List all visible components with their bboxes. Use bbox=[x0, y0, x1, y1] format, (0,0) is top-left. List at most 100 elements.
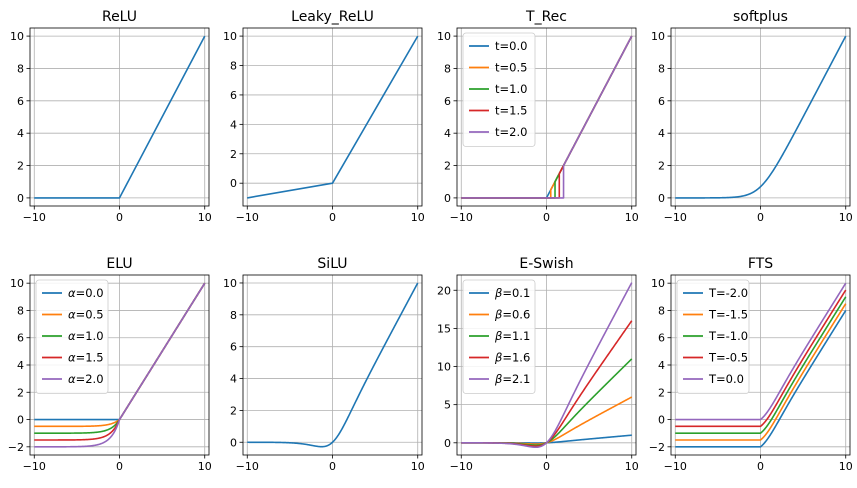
legend-label: β=1.1 bbox=[494, 329, 530, 343]
legend-label: t=2.0 bbox=[495, 125, 527, 139]
legend-label: α=1.0 bbox=[68, 329, 104, 343]
legend-box bbox=[462, 279, 536, 394]
legend-label: T=-2.0 bbox=[708, 286, 748, 300]
y-tick-label: 2 bbox=[658, 160, 665, 173]
x-tick-label: 0 bbox=[116, 211, 123, 224]
legend: β=0.1 β=0.6 β=1.1 β=1.6 β=2.1 bbox=[462, 279, 536, 394]
legend: T=-2.0 T=-1.5 T=-1.0 T=-0.5 T=0.0 bbox=[676, 279, 750, 394]
y-tick-label: 0 bbox=[444, 437, 451, 450]
x-tick-label: 0 bbox=[329, 460, 336, 473]
y-tick-label: 0 bbox=[444, 192, 451, 205]
y-tick-label: 20 bbox=[437, 284, 451, 297]
legend-label: t=0.5 bbox=[495, 61, 527, 75]
legend-label: β=1.6 bbox=[494, 351, 530, 365]
series-line bbox=[674, 289, 847, 428]
legend: α=0.0 α=0.5 α=1.0 α=1.5 α=2.0 bbox=[35, 279, 109, 394]
legend-label: β=0.6 bbox=[494, 308, 530, 322]
y-tick-label: 10 bbox=[437, 361, 451, 374]
y-tick-label: 10 bbox=[10, 30, 24, 43]
series-line bbox=[247, 35, 419, 199]
y-tick-label: 2 bbox=[17, 386, 24, 399]
x-tick-label: −10 bbox=[23, 460, 46, 473]
y-tick-label: 4 bbox=[17, 127, 24, 140]
series-line bbox=[34, 35, 206, 199]
x-tick-label: 10 bbox=[198, 211, 212, 224]
y-tick-label: 2 bbox=[230, 148, 237, 161]
y-tick-label: 6 bbox=[658, 95, 665, 108]
y-tick-label: 5 bbox=[444, 399, 451, 412]
series-line bbox=[674, 282, 847, 421]
y-tick-label: 4 bbox=[658, 127, 665, 140]
y-tick-label: 6 bbox=[444, 95, 451, 108]
x-tick-label: 10 bbox=[625, 460, 639, 473]
x-tick-label: 0 bbox=[116, 460, 123, 473]
x-tick-label: 10 bbox=[198, 460, 212, 473]
y-tick-label: 2 bbox=[444, 160, 451, 173]
y-tick-label: 4 bbox=[230, 118, 237, 131]
x-tick-label: −10 bbox=[236, 211, 259, 224]
panel-title: SiLU bbox=[317, 256, 347, 272]
y-tick-label: 8 bbox=[658, 62, 665, 75]
legend-box bbox=[676, 279, 750, 394]
legend-label: β=2.1 bbox=[494, 372, 530, 386]
legend-label: α=0.5 bbox=[68, 308, 104, 322]
legend-label: t=1.0 bbox=[495, 82, 527, 96]
series-line bbox=[460, 35, 633, 199]
panel-relu: −10 0 10 0 2 4 6 8 10 ReLU bbox=[10, 9, 212, 224]
legend-label: T=-1.5 bbox=[708, 308, 748, 322]
panel-title: softplus bbox=[733, 9, 788, 25]
x-tick-label: −10 bbox=[450, 460, 473, 473]
legend-label: T=0.0 bbox=[708, 372, 744, 386]
x-tick-label: 10 bbox=[411, 211, 425, 224]
legend-label: T=-0.5 bbox=[708, 351, 748, 365]
x-tick-label: −10 bbox=[236, 460, 259, 473]
y-tick-label: 6 bbox=[17, 95, 24, 108]
y-tick-label: 4 bbox=[444, 127, 451, 140]
legend-label: α=1.5 bbox=[68, 351, 104, 365]
y-tick-label: 10 bbox=[10, 277, 24, 290]
y-tick-label: 8 bbox=[658, 304, 665, 317]
x-tick-label: 10 bbox=[839, 460, 853, 473]
panel-elu: −10 0 10−20246810ELUα=0.0α=0.5α=1.0α=1.5α=… bbox=[8, 256, 212, 473]
y-tick-label: 2 bbox=[230, 404, 237, 417]
y-tick-label: 8 bbox=[17, 62, 24, 75]
y-tick-label: −2 bbox=[8, 441, 24, 454]
panel-silu: −10 0 10 0 2 4 6 8 10 SiLU bbox=[223, 256, 425, 473]
y-tick-label: 8 bbox=[230, 309, 237, 322]
legend-box bbox=[35, 279, 109, 394]
x-tick-label: 0 bbox=[329, 211, 336, 224]
x-tick-label: 0 bbox=[543, 460, 550, 473]
legend-label: α=2.0 bbox=[68, 372, 104, 386]
y-tick-label: 0 bbox=[658, 192, 665, 205]
y-tick-label: 8 bbox=[444, 62, 451, 75]
panel-title: E-Swish bbox=[519, 256, 573, 272]
series-line bbox=[246, 282, 419, 448]
series-line bbox=[33, 282, 206, 448]
legend-label: β=0.1 bbox=[494, 286, 530, 300]
panel-title: ReLU bbox=[102, 9, 137, 25]
x-tick-label: −10 bbox=[664, 460, 687, 473]
y-tick-label: 4 bbox=[658, 359, 665, 372]
panel-leaky-relu: −10 0 10 0 2 4 6 8 10 Leaky_ReLU bbox=[223, 9, 425, 224]
y-tick-label: 8 bbox=[17, 304, 24, 317]
legend-label: T=-1.0 bbox=[708, 329, 748, 343]
y-tick-label: 0 bbox=[658, 414, 665, 427]
panel-title: FTS bbox=[748, 256, 773, 272]
panel-softplus: −10 0 10 0 2 4 6 8 10 softplus bbox=[651, 9, 853, 224]
y-tick-label: 0 bbox=[17, 192, 24, 205]
y-tick-label: 6 bbox=[658, 332, 665, 345]
series-line bbox=[674, 303, 847, 441]
x-tick-label: 0 bbox=[757, 211, 764, 224]
y-tick-label: 8 bbox=[230, 60, 237, 73]
panel-e-swish: −10 0 10 0 5 10 15 20 E-Swish β=0.1 β=0.6 β=1.1 β=1.… bbox=[437, 256, 639, 473]
legend-box bbox=[462, 32, 536, 147]
series-line bbox=[674, 296, 847, 434]
y-tick-label: 15 bbox=[437, 322, 451, 335]
y-tick-label: 4 bbox=[230, 373, 237, 386]
y-tick-label: 0 bbox=[17, 414, 24, 427]
y-tick-label: 10 bbox=[651, 277, 665, 290]
y-tick-label: 6 bbox=[17, 332, 24, 345]
x-tick-label: 10 bbox=[625, 211, 639, 224]
